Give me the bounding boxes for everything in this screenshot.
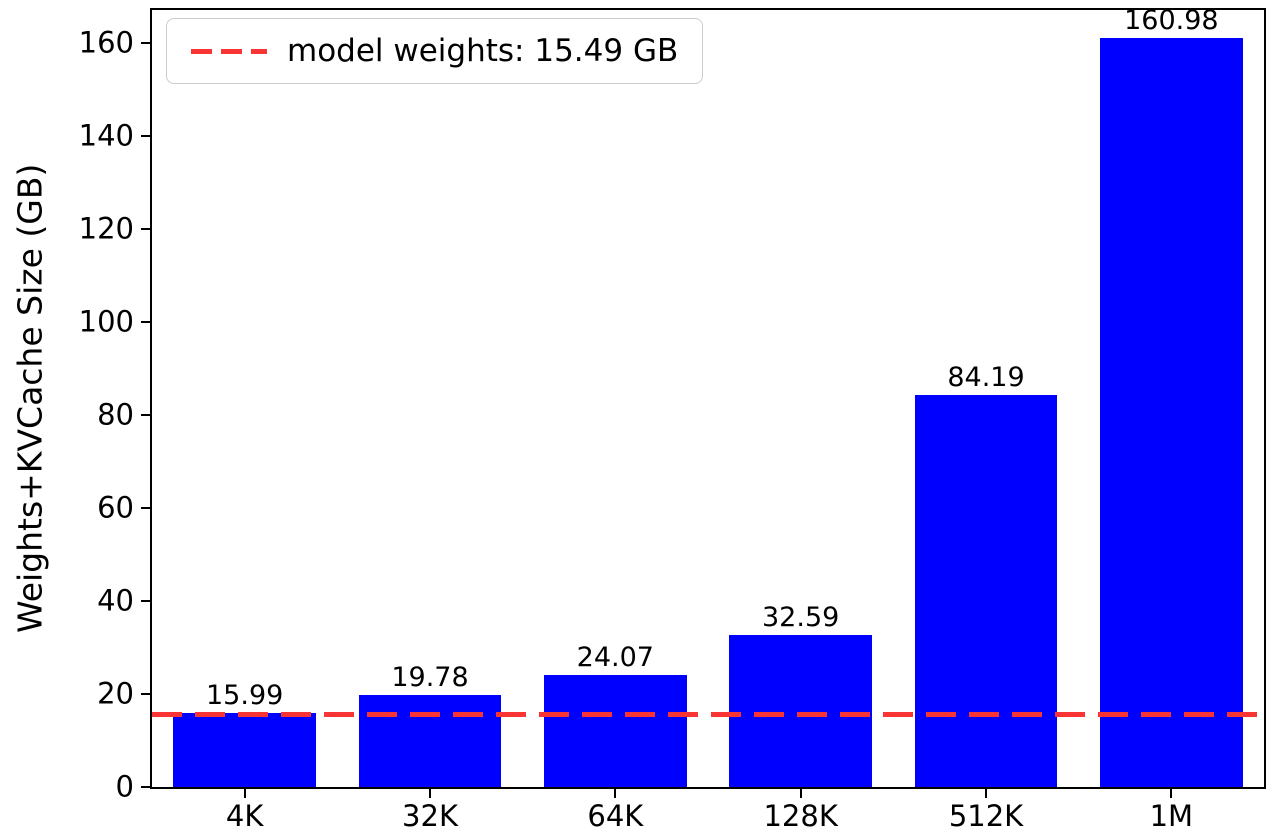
bar-value-label: 15.99 <box>206 679 284 711</box>
y-tick-mark <box>141 413 150 416</box>
y-tick-mark <box>141 134 150 137</box>
bar-value-label: 19.78 <box>391 661 469 693</box>
bar-value-label: 84.19 <box>947 362 1025 394</box>
y-tick-label: 40 <box>97 583 134 618</box>
y-tick-mark <box>141 599 150 602</box>
bar <box>729 635 873 787</box>
x-tick-label: 128K <box>763 799 838 833</box>
legend-label: model weights: 15.49 GB <box>287 33 679 69</box>
model-weights-reference-line <box>152 712 1264 718</box>
x-tick-label: 4K <box>225 799 264 833</box>
y-tick-label: 160 <box>78 25 134 60</box>
x-tick-label: 1M <box>1149 799 1194 833</box>
y-tick-label: 20 <box>97 676 134 711</box>
x-tick-label: 512K <box>948 799 1024 833</box>
x-tick-mark <box>799 789 802 798</box>
plot-area: 15.99 19.78 24.07 32.59 84.19 160.98 model we… <box>150 5 1266 789</box>
bars-layer: 15.99 19.78 24.07 32.59 84.19 160.98 <box>152 5 1264 787</box>
bar <box>914 395 1058 787</box>
y-tick-label: 80 <box>97 397 134 432</box>
x-tick-mark <box>1170 789 1173 798</box>
bar-value-label: 160.98 <box>1124 5 1219 37</box>
y-tick-label: 140 <box>78 118 134 153</box>
bar <box>358 694 502 787</box>
y-tick-mark <box>141 320 150 323</box>
bar <box>543 675 687 787</box>
y-tick-mark <box>141 227 150 230</box>
y-tick-label: 120 <box>78 211 134 246</box>
x-tick-mark <box>985 789 987 798</box>
y-tick-label: 0 <box>115 769 134 804</box>
y-tick-mark <box>141 506 150 509</box>
legend: model weights: 15.49 GB <box>166 18 704 85</box>
y-tick-mark <box>141 692 150 695</box>
bar-value-label: 24.07 <box>576 642 654 673</box>
y-tick-label: 60 <box>97 490 134 525</box>
bar <box>1099 38 1243 787</box>
y-tick-mark <box>141 41 150 44</box>
x-tick-label: 32K <box>402 799 458 833</box>
bar-value-label: 32.59 <box>762 602 840 634</box>
bar <box>173 712 317 787</box>
x-tick-label: 64K <box>587 799 644 833</box>
x-tick-mark <box>429 789 431 798</box>
y-tick-label: 100 <box>78 304 134 339</box>
y-tick-mark <box>141 786 150 788</box>
x-tick-mark <box>243 789 246 798</box>
x-tick-mark <box>614 789 617 798</box>
dashed-line-legend-swatch <box>191 48 267 54</box>
